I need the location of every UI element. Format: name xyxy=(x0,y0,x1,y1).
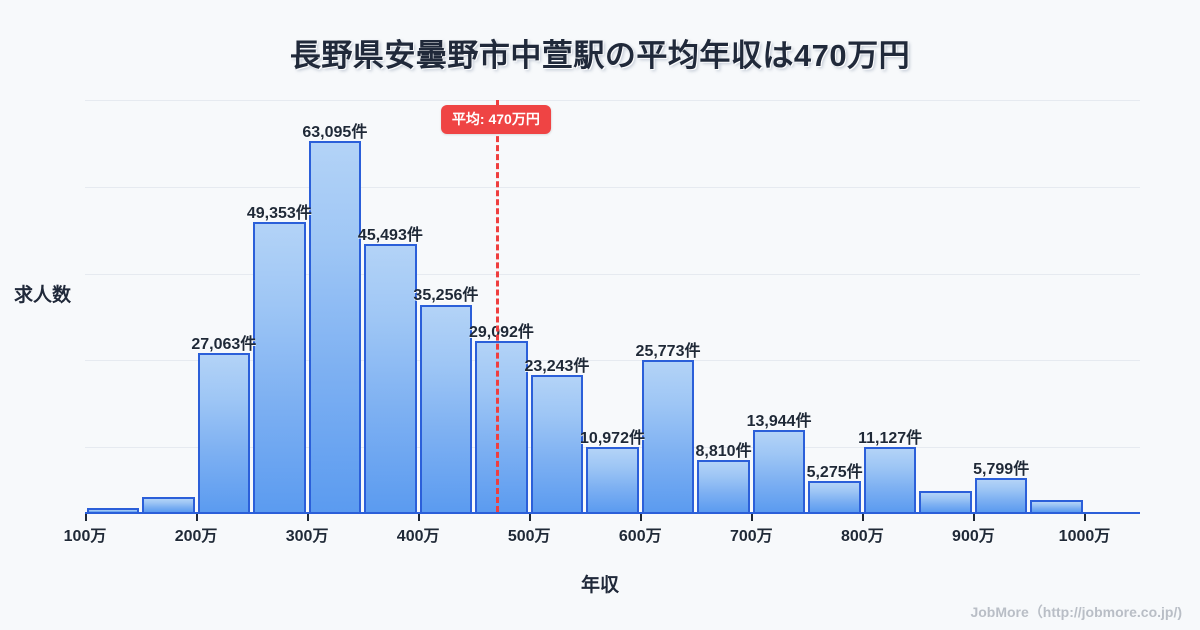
bar-value-label: 49,353件 xyxy=(246,204,312,222)
bar-value-label: 13,944件 xyxy=(746,412,812,430)
gridline xyxy=(85,274,1140,275)
histogram-bar xyxy=(86,508,140,512)
histogram-bar xyxy=(919,490,972,512)
x-tick-mark xyxy=(418,512,421,521)
gridline xyxy=(85,187,1140,188)
histogram-bar xyxy=(641,360,695,512)
bar-value-label: 63,095件 xyxy=(302,123,368,141)
x-tick-label: 800万 xyxy=(841,528,884,545)
histogram-bar xyxy=(1030,499,1083,512)
x-tick-mark xyxy=(973,512,976,521)
histogram-bar xyxy=(475,340,528,512)
histogram-bar xyxy=(142,496,195,512)
histogram-bar xyxy=(364,244,417,512)
gridline xyxy=(85,100,1140,101)
histogram-bar xyxy=(974,477,1028,512)
histogram-bar xyxy=(586,447,639,512)
bar-value-label: 8,810件 xyxy=(695,443,752,461)
histogram-bar xyxy=(697,460,750,512)
histogram-bar xyxy=(419,304,473,512)
average-badge: 平均: 470万円 xyxy=(440,105,551,134)
bar-value-label: 29,092件 xyxy=(468,323,534,341)
x-tick-mark xyxy=(529,512,532,521)
bar-value-label: 5,275件 xyxy=(806,463,863,481)
bar-value-label: 27,063件 xyxy=(191,335,257,353)
chart-title: 長野県安曇野市中萱駅の平均年収は470万円 xyxy=(289,38,911,73)
x-tick-label: 100万 xyxy=(63,528,107,545)
bar-value-label: 45,493件 xyxy=(357,227,423,245)
histogram-bar xyxy=(863,446,917,512)
footer-credit: JobMore（http://jobmore.co.jp/) xyxy=(970,604,1182,620)
gridline xyxy=(85,360,1140,361)
x-tick-mark xyxy=(1084,512,1087,521)
x-tick-mark xyxy=(307,512,310,521)
x-axis-baseline xyxy=(85,512,1140,514)
x-tick-mark xyxy=(196,512,199,521)
x-tick-label: 300万 xyxy=(285,528,329,545)
average-line xyxy=(495,100,499,512)
x-axis-title: 年収 xyxy=(580,575,619,596)
histogram-bar xyxy=(752,429,806,512)
x-tick-label: 400万 xyxy=(396,528,440,545)
bar-value-label: 23,243件 xyxy=(524,358,590,376)
bar-value-label: 10,972件 xyxy=(580,430,645,448)
histogram-bar xyxy=(530,375,584,512)
bar-value-label: 11,127件 xyxy=(858,429,923,447)
x-tick-mark xyxy=(862,512,865,521)
x-tick-mark xyxy=(85,512,87,521)
x-tick-label: 500万 xyxy=(507,528,551,545)
histogram-bar xyxy=(308,140,362,512)
bar-value-label: 35,256件 xyxy=(413,287,479,305)
x-tick-mark xyxy=(751,512,754,521)
bar-value-label: 5,799件 xyxy=(973,460,1030,478)
x-tick-label: 700万 xyxy=(729,528,773,545)
histogram-bar xyxy=(253,221,306,512)
bar-value-label: 25,773件 xyxy=(635,343,701,361)
histogram-bar xyxy=(808,480,861,512)
histogram-bar xyxy=(197,352,251,512)
x-tick-mark xyxy=(640,512,643,521)
plot-area: 27,063件 49,353件 63,095件 45,493件 35,256件 29,09… xyxy=(85,100,1140,521)
y-axis-title: 求人数 xyxy=(14,285,72,306)
x-tick-label: 600万 xyxy=(618,528,662,545)
x-tick-label: 200万 xyxy=(174,528,218,545)
x-tick-label: 900万 xyxy=(952,528,995,545)
x-tick-label: 1000万 xyxy=(1058,528,1111,545)
